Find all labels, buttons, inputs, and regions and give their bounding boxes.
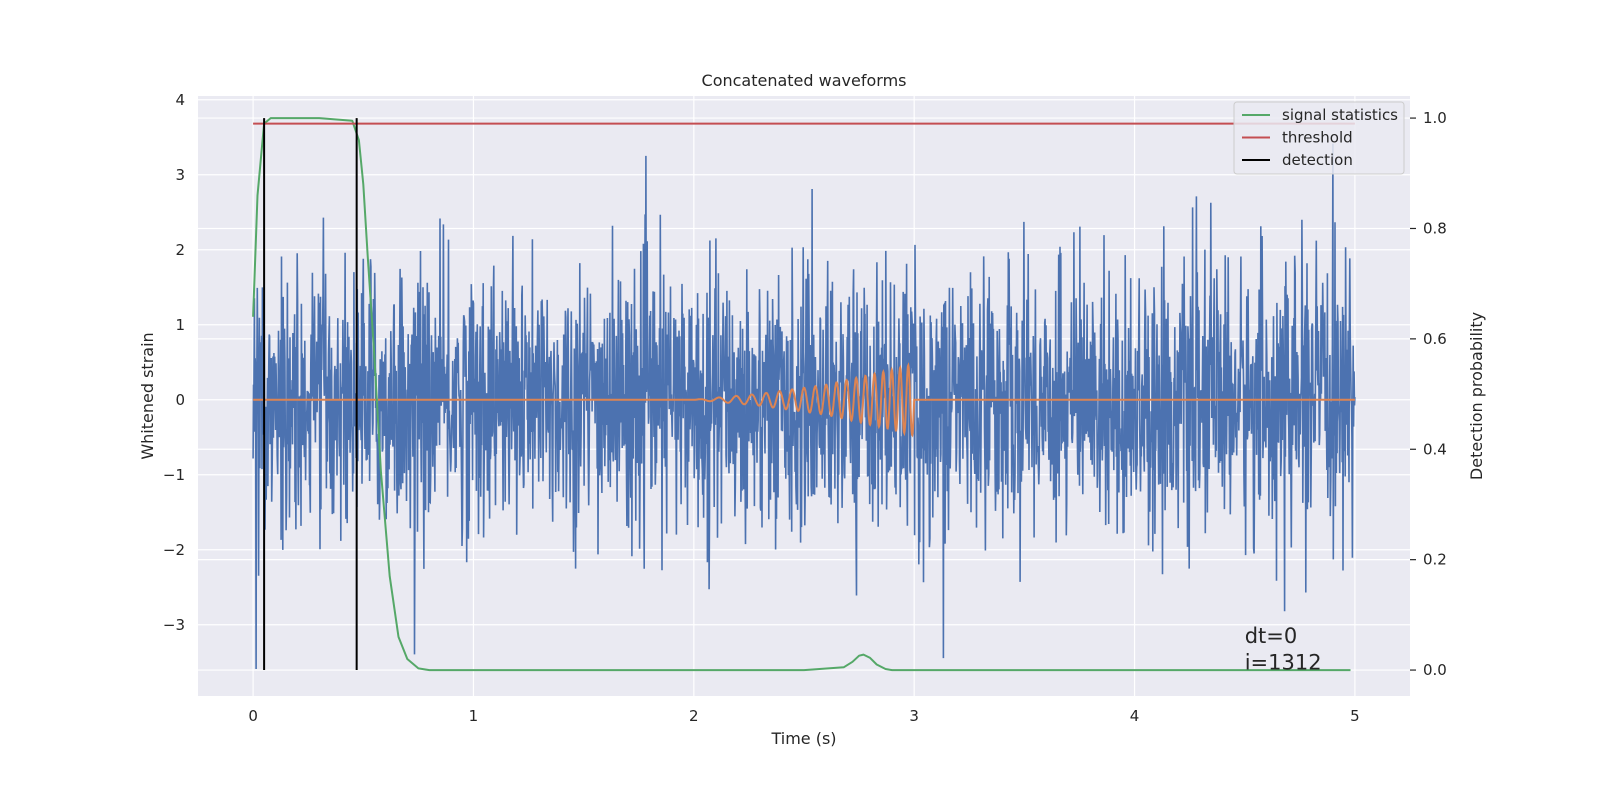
chart-title: Concatenated waveforms — [702, 71, 907, 90]
x-axis-title: Time (s) — [770, 729, 836, 748]
y2-axis-title: Detection probability — [1467, 312, 1486, 480]
y2-tick-label: 1.0 — [1423, 109, 1447, 127]
series-clip-group — [252, 117, 1356, 672]
series-layer — [252, 117, 1356, 672]
y-tick-label: 2 — [175, 241, 185, 259]
y2-tick-label: 0.4 — [1423, 440, 1447, 458]
legend-label-signal-statistics: signal statistics — [1282, 106, 1398, 124]
annotation-dt: dt=0 — [1245, 624, 1298, 648]
y2-tick-label: 0.8 — [1423, 219, 1447, 237]
y2-tick-label: 0.6 — [1423, 330, 1447, 348]
y-axis-title: Whitened strain — [138, 332, 157, 459]
legend-box — [1233, 101, 1405, 175]
y-tick-label: 4 — [175, 91, 185, 109]
x-tick-label: 3 — [909, 707, 919, 725]
y2-tick-label: 0.0 — [1423, 661, 1447, 679]
y-tick-label: −2 — [163, 541, 185, 559]
legend: signal statistics threshold detection — [1233, 101, 1405, 175]
annotation-index: i=1312 — [1245, 650, 1322, 674]
y-tick-label: 3 — [175, 166, 185, 184]
signal-statistics-line — [252, 117, 1351, 672]
ticks: 0 1 2 3 4 5 −3 −2 −1 0 1 2 3 4 0.0 0.2 0.4 0.6 0.8 1.0 — [163, 91, 1447, 725]
y-tick-label: 0 — [175, 391, 185, 409]
x-tick-label: 5 — [1350, 707, 1360, 725]
x-tick-label: 4 — [1130, 707, 1140, 725]
x-tick-label: 0 — [248, 707, 258, 725]
y-tick-label: −3 — [163, 616, 185, 634]
x-tick-label: 1 — [469, 707, 479, 725]
y2-tick-label: 0.2 — [1423, 551, 1447, 569]
legend-label-detection: detection — [1282, 151, 1353, 169]
legend-label-threshold: threshold — [1282, 129, 1353, 147]
strain-noise-line — [252, 143, 1356, 670]
x-tick-label: 2 — [689, 707, 699, 725]
y-tick-label: 1 — [175, 316, 185, 334]
chirp-waveform-line — [253, 362, 1355, 438]
y-tick-label: −1 — [163, 466, 185, 484]
